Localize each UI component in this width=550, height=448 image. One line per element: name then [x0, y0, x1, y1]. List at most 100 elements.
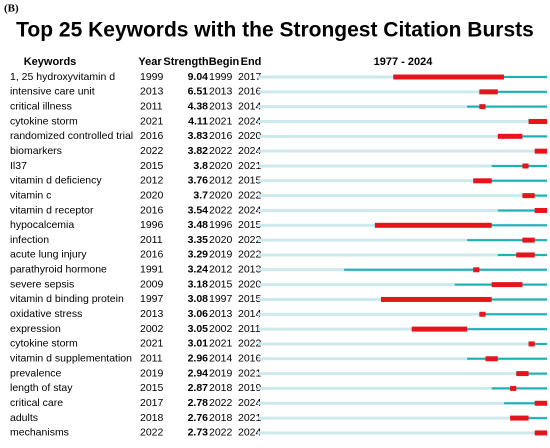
year: 2016 [140, 204, 164, 216]
column-header: Strength [163, 56, 209, 68]
column-header: Year [138, 56, 162, 68]
begin: 2019 [209, 249, 233, 261]
strength: 2.94 [188, 367, 209, 379]
keyword: vitamin d receptor [10, 204, 94, 216]
begin: 2015 [209, 278, 233, 290]
end: 2022 [238, 234, 262, 246]
end: 2019 [238, 382, 262, 394]
burst-bar [522, 193, 535, 199]
burst-bar [374, 222, 492, 228]
strength: 2.76 [188, 412, 209, 424]
year: 2011 [140, 353, 163, 365]
strength: 3.06 [188, 308, 209, 320]
year: 2021 [140, 115, 164, 127]
year: 2022 [140, 145, 164, 157]
year: 2020 [140, 189, 164, 201]
strength: 3.08 [188, 293, 209, 305]
begin: 2022 [209, 145, 233, 157]
year: 1999 [140, 71, 164, 83]
strength: 2.87 [188, 382, 209, 394]
column-header: Keywords [24, 56, 77, 68]
burst-bar [534, 400, 547, 406]
end: 2015 [238, 219, 262, 231]
begin: 1999 [209, 71, 233, 83]
burst-bar [522, 237, 535, 243]
strength: 3.83 [188, 130, 209, 142]
strength: 3.24 [188, 264, 209, 276]
strength: 3.18 [188, 278, 209, 290]
end: 2022 [238, 189, 262, 201]
keyword: severe sepsis [10, 278, 74, 290]
keyword: cytokine storm [10, 338, 78, 350]
begin: 2018 [209, 412, 233, 424]
keyword: vitamin d binding protein [10, 293, 124, 305]
strength: 2.73 [188, 427, 209, 439]
strength: 9.04 [188, 71, 209, 83]
strength: 2.78 [188, 397, 209, 409]
keyword: hypocalcemia [10, 219, 74, 231]
end: 2021 [238, 412, 262, 424]
year: 2021 [140, 338, 164, 350]
keyword: acute lung injury [10, 249, 87, 261]
keyword: oxidative stress [10, 308, 82, 320]
keyword: randomized controlled trial [10, 130, 133, 142]
year: 2017 [140, 397, 164, 409]
burst-bar [528, 341, 535, 347]
keyword: mechanisms [10, 427, 69, 439]
year: 2009 [140, 278, 164, 290]
keyword: 1, 25 hydroxyvitamin d [10, 71, 115, 83]
keyword: vitamin c [10, 189, 51, 201]
year: 2011 [140, 234, 163, 246]
begin: 2002 [209, 323, 233, 335]
begin: 2012 [209, 175, 233, 187]
end: 2013 [238, 264, 262, 276]
end: 2024 [238, 115, 262, 127]
keyword: prevalence [10, 367, 62, 379]
burst-bar [497, 133, 523, 139]
year: 2016 [140, 130, 164, 142]
burst-bar [473, 267, 480, 273]
burst-bar [485, 356, 498, 362]
begin: 2013 [209, 86, 233, 98]
year: 2002 [140, 323, 164, 335]
burst-bar [411, 326, 468, 332]
begin: 2021 [209, 338, 233, 350]
keyword: critical illness [10, 100, 72, 112]
begin: 2022 [209, 204, 233, 216]
burst-bar [491, 282, 523, 288]
year: 2016 [140, 249, 164, 261]
strength: 2.96 [188, 353, 209, 365]
end: 2024 [238, 204, 262, 216]
begin: 2022 [209, 397, 233, 409]
burst-bar [534, 207, 547, 213]
end: 2015 [238, 175, 262, 187]
column-header: End [241, 56, 262, 68]
strength: 4.11 [188, 115, 208, 127]
keyword: parathyroid hormone [10, 264, 107, 276]
end: 2021 [238, 160, 262, 172]
end: 2015 [238, 293, 262, 305]
end: 2024 [238, 427, 262, 439]
begin: 2014 [209, 353, 233, 365]
year: 2022 [140, 427, 164, 439]
year: 1996 [140, 219, 164, 231]
year: 1991 [140, 264, 164, 276]
end: 2011 [238, 323, 261, 335]
end: 2020 [238, 130, 262, 142]
end: 2017 [238, 71, 262, 83]
end: 2016 [238, 353, 262, 365]
keyword: expression [10, 323, 61, 335]
burst-bar [522, 163, 529, 169]
keyword: biomarkers [10, 145, 62, 157]
keyword: vitamin d deficiency [10, 175, 102, 187]
burst-bar [534, 148, 547, 154]
title: Top 25 Keywords with the Strongest Citat… [16, 19, 534, 42]
begin: 1996 [209, 219, 233, 231]
strength: 3.48 [188, 219, 209, 231]
strength: 3.01 [188, 338, 209, 350]
year: 2018 [140, 412, 164, 424]
keyword: adults [10, 412, 38, 424]
end: 2021 [238, 367, 262, 379]
begin: 2020 [209, 234, 233, 246]
